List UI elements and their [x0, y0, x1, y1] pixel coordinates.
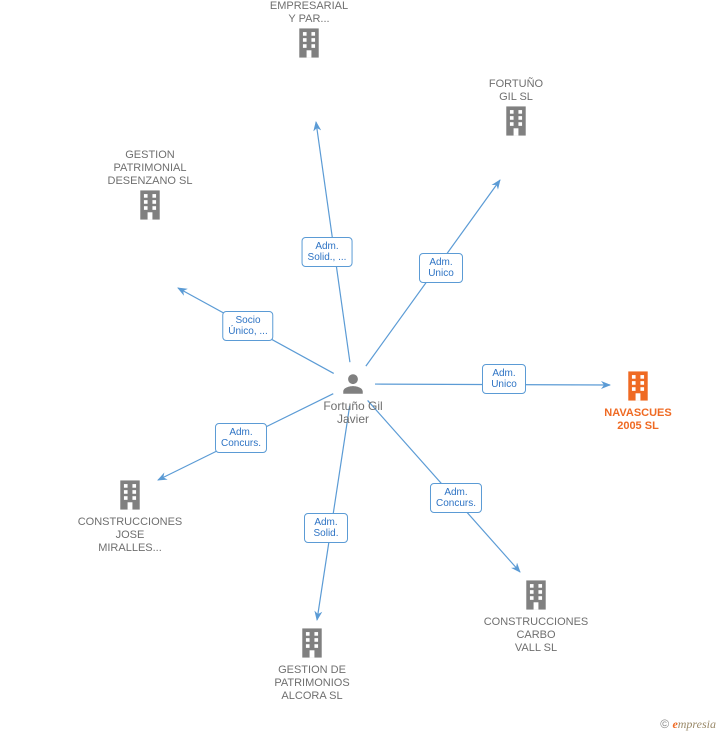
- node-n4[interactable]: CONSTRUCCIONES CARBO VALL SL: [476, 578, 596, 655]
- edge-label: Adm. Solid.: [304, 513, 348, 543]
- node-label: NAVASCUES 2005 SL: [578, 407, 698, 433]
- building-icon: [623, 369, 653, 403]
- edge-label: Socio Único, ...: [222, 311, 273, 341]
- node-n5[interactable]: GESTION DE PATRIMONIOS ALCORA SL: [252, 626, 372, 703]
- node-n2[interactable]: FORTUÑO GIL SL: [456, 78, 576, 142]
- diagram-canvas: VIABILIDAD EMPRESARIAL Y PAR... FORTUÑO G…: [0, 0, 728, 740]
- building-icon: [501, 104, 531, 138]
- building-icon: [115, 478, 145, 512]
- copyright-symbol: ©: [660, 717, 669, 731]
- building-icon: [294, 26, 324, 60]
- edge-label: Adm. Solid., ...: [302, 237, 353, 267]
- node-n1[interactable]: VIABILIDAD EMPRESARIAL Y PAR...: [249, 0, 369, 64]
- building-icon: [521, 578, 551, 612]
- node-label: FORTUÑO GIL SL: [456, 78, 576, 104]
- node-label: CONSTRUCCIONES CARBO VALL SL: [476, 616, 596, 655]
- edge-label: Adm. Concurs.: [215, 423, 267, 453]
- center-node-label: Fortuño Gil Javier: [293, 400, 413, 426]
- node-label: CONSTRUCCIONES JOSE MIRALLES...: [70, 516, 190, 555]
- node-label: GESTION DE PATRIMONIOS ALCORA SL: [252, 664, 372, 703]
- brand-rest: mpresia: [678, 717, 716, 731]
- node-n6[interactable]: CONSTRUCCIONES JOSE MIRALLES...: [70, 478, 190, 555]
- center-node[interactable]: Fortuño Gil Javier: [293, 370, 413, 426]
- node-n3[interactable]: NAVASCUES 2005 SL: [578, 369, 698, 433]
- node-label: GESTION PATRIMONIAL DESENZANO SL: [90, 149, 210, 188]
- edge-label: Adm. Unico: [482, 364, 526, 394]
- watermark: © empresia: [660, 717, 716, 732]
- person-icon: [340, 370, 366, 398]
- node-label: VIABILIDAD EMPRESARIAL Y PAR...: [249, 0, 369, 26]
- building-icon: [135, 188, 165, 222]
- edge-label: Adm. Concurs.: [430, 483, 482, 513]
- building-icon: [297, 626, 327, 660]
- edge-label: Adm. Unico: [419, 253, 463, 283]
- node-n7[interactable]: GESTION PATRIMONIAL DESENZANO SL: [90, 149, 210, 226]
